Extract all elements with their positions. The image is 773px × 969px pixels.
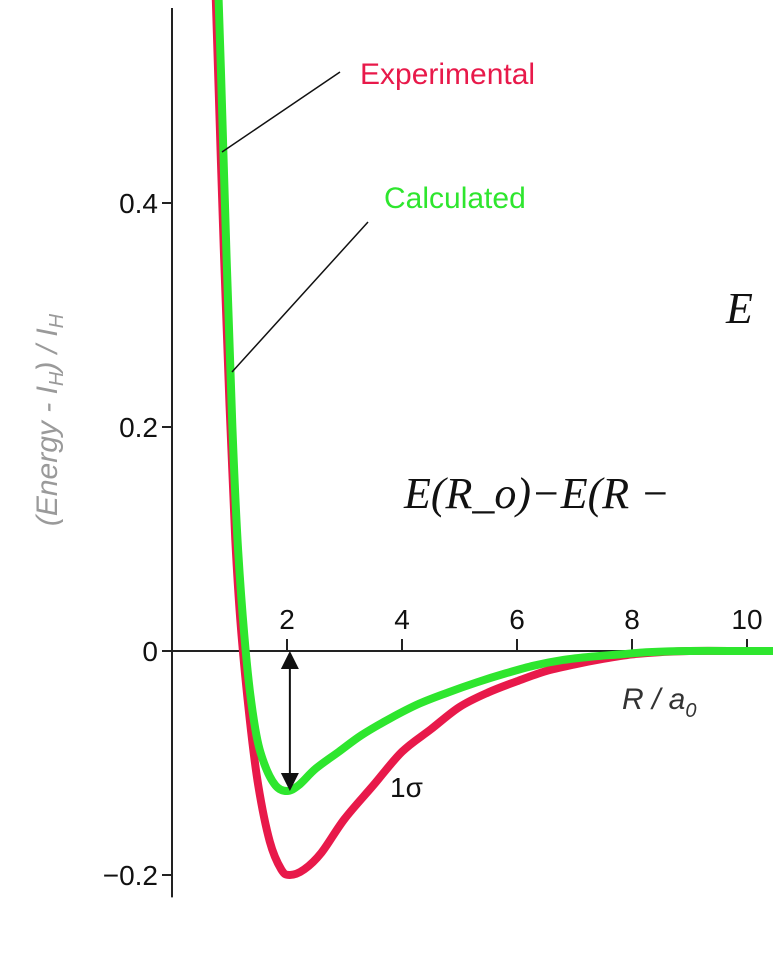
x-tick-label: 2 — [279, 604, 295, 635]
orbital-label: 1σ — [390, 772, 423, 803]
series-layer — [211, 0, 773, 879]
x-tick-label: 8 — [624, 604, 640, 635]
series-line-calculated — [214, 0, 773, 795]
leader-line-calculated — [231, 221, 369, 373]
y-axis-label: (Energy - IH) / IH — [31, 313, 68, 526]
annotations — [221, 71, 369, 791]
y-tick-label: −0.2 — [103, 860, 158, 891]
arrow-head-down — [280, 773, 299, 791]
y-tick-label: 0 — [142, 636, 158, 667]
y-tick-label: 0.2 — [119, 412, 158, 443]
x-tick-label: 4 — [394, 604, 410, 635]
x-axis-label: R / a0 — [622, 683, 696, 722]
leader-line-experimental — [221, 71, 341, 153]
x-tick-label: 6 — [509, 604, 525, 635]
ticks: −0.200.20.40.6246810 — [103, 188, 763, 891]
series-label-calculated: Calculated — [384, 182, 526, 215]
arrow-head-up — [280, 651, 299, 669]
equation-1: E — [725, 284, 753, 333]
series-label-experimental: Experimental — [360, 58, 535, 91]
x-tick-label: 10 — [731, 604, 762, 635]
series-line-experimental — [211, 0, 773, 879]
y-tick-label: 0.4 — [119, 188, 158, 219]
equation-2: E(R_o)−E(R − — [403, 469, 670, 518]
